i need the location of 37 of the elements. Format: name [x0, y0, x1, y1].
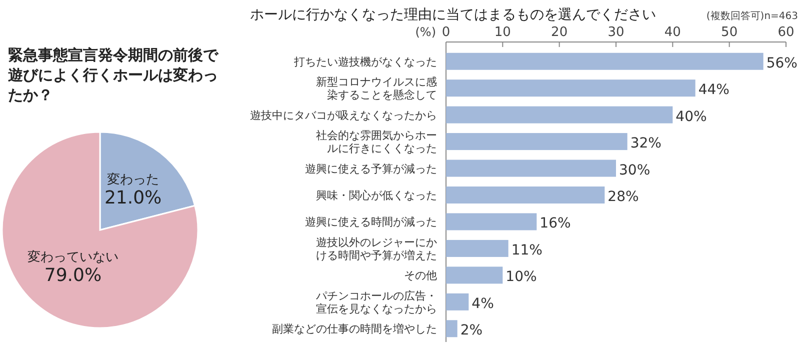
x-tick-label: 0	[442, 25, 450, 40]
data-label: 28%	[608, 189, 639, 205]
data-label: 44%	[698, 82, 730, 98]
data-label: 40%	[676, 108, 707, 125]
x-tick-label: 40	[664, 25, 681, 40]
data-label: 11%	[511, 242, 542, 258]
slice-label: 変わっていない	[27, 248, 118, 265]
y-tick-label: パチンコホールの広告・宣伝を見なくなったから	[315, 289, 437, 316]
y-tick-label: 打ちたい遊技機がなくなった	[293, 55, 437, 68]
chart-title: 緊急事態宣言発令期間の前後で遊びによく行くホールは変わったか？	[8, 46, 219, 104]
y-tick-label: 遊興に使える予算が減った	[305, 162, 437, 176]
data-label: 32%	[630, 136, 662, 152]
slice-label: 変わった	[107, 171, 160, 188]
data-label: 79.0%	[44, 264, 102, 286]
data-label: 2%	[460, 322, 483, 339]
data-label: 56%	[766, 55, 798, 72]
x-tick-label: 60	[778, 25, 794, 40]
y-tick-label: 興味・関心が低くなった	[316, 189, 437, 202]
y-tick-label: 社会的な雰囲気からホールに行きにくくなった	[316, 129, 437, 156]
x-tick-label: 50	[721, 25, 738, 40]
data-label: 21.0%	[104, 187, 162, 208]
data-label: 30%	[619, 162, 650, 178]
x-tick-label: 20	[551, 25, 568, 40]
x-tick-label: 30	[608, 25, 624, 40]
y-tick-label: その他	[404, 269, 437, 282]
y-tick-label: 遊技以外のレジャーにかける時間や予算が増えた	[316, 236, 437, 262]
x-axis-title: (%)	[415, 25, 436, 39]
y-tick-label: 遊興に使える時間が減った	[305, 216, 437, 229]
x-tick-label: 10	[494, 25, 511, 40]
data-label: 16%	[540, 216, 571, 232]
y-tick-label: 遊技中にタバコが吸えなくなったから	[250, 108, 437, 122]
chart-subtitle: (複数回答可)n=463	[706, 10, 798, 22]
y-tick-label: 新型コロナウイルスに感染することを懸念して	[316, 76, 437, 102]
chart-title: ホールに行かなくなった理由に当てはまるものを選んでください	[250, 7, 656, 23]
y-tick-label: 副業などの仕事の時間を増やした	[272, 322, 437, 336]
data-label: 4%	[472, 296, 494, 312]
data-label: 10%	[506, 269, 537, 286]
